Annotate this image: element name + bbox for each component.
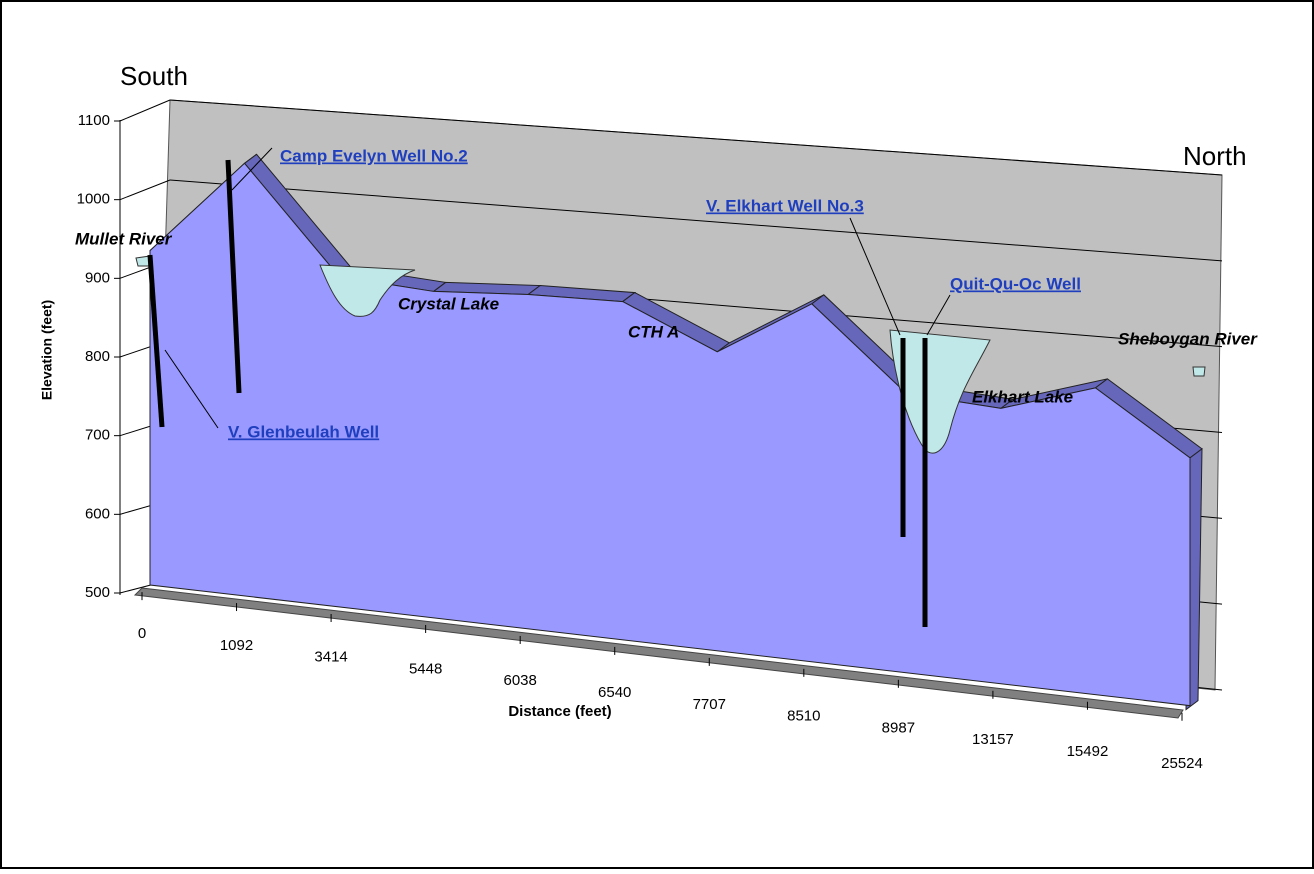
y-tick-label: 700 [85, 427, 110, 444]
grid-line [119, 99, 171, 122]
x-tick-label: 5448 [409, 660, 442, 677]
x-tick-label: 7707 [693, 696, 726, 713]
x-axis-title: Distance (feet) [508, 703, 611, 720]
well-link[interactable]: V. Glenbeulah Well [228, 422, 379, 441]
x-tick-label: 0 [138, 625, 146, 642]
annotation: Sheboygan River [1118, 329, 1258, 348]
grid-line [169, 179, 1223, 262]
x-tick-label: 8510 [787, 708, 820, 725]
lake [889, 329, 991, 454]
annotation: Crystal Lake [398, 294, 499, 313]
arrow [926, 294, 951, 336]
arrow [164, 349, 219, 429]
arrow [231, 147, 273, 191]
grid-line [119, 179, 171, 201]
river [1192, 366, 1206, 377]
y-tick-label: 1100 [78, 112, 110, 129]
well [225, 159, 242, 394]
y-tick-label: 500 [85, 584, 110, 601]
well [147, 254, 165, 428]
x-tick-label: 1092 [220, 637, 253, 654]
arrow [849, 217, 901, 336]
decorations [135, 147, 1206, 627]
y-axis-title: Elevation (feet) [39, 300, 55, 400]
y-tick-label: 800 [85, 348, 110, 365]
well-link[interactable]: Camp Evelyn Well No.2 [280, 146, 468, 165]
annotation: Mullet River [75, 229, 173, 248]
y-tick-label: 1000 [77, 191, 110, 208]
grid-line [169, 99, 1223, 176]
x-tick-label: 15492 [1067, 743, 1109, 760]
x-tick-label: 13157 [972, 731, 1014, 748]
annotation: CTH A [628, 322, 679, 341]
x-tick-label: 6038 [503, 672, 536, 689]
x-tick-label: 6540 [598, 684, 631, 701]
well-link[interactable]: V. Elkhart Well No.3 [706, 196, 864, 215]
well-link[interactable]: Quit-Qu-Oc Well [950, 274, 1081, 293]
annotation: South [120, 61, 188, 91]
annotation: North [1183, 141, 1247, 171]
y-tick-label: 900 [85, 269, 110, 286]
lake [319, 264, 416, 317]
annotation: Elkhart Lake [972, 387, 1073, 406]
x-tick-label: 8987 [882, 719, 915, 736]
y-tick-label: 600 [85, 505, 110, 522]
x-tick-label: 25524 [1161, 755, 1203, 772]
floor [133, 587, 1184, 719]
area-group [149, 153, 1203, 711]
x-tick-label: 3414 [314, 649, 347, 666]
